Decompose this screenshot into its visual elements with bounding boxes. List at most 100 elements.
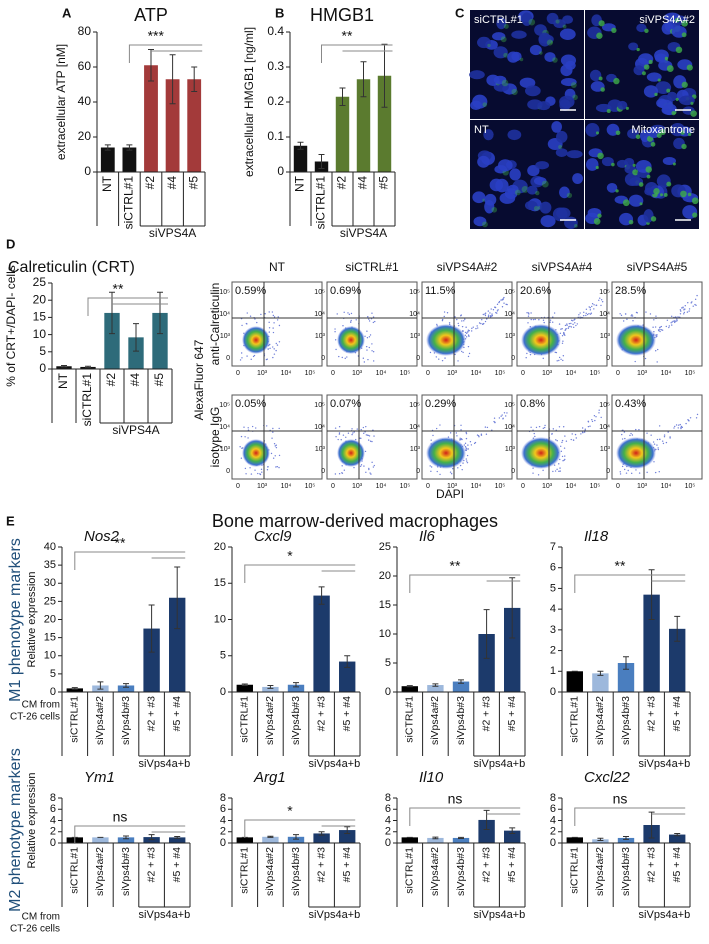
event-dot <box>556 468 558 471</box>
event-dot <box>272 346 274 348</box>
bar <box>617 663 635 692</box>
y-tick-label: 4 <box>385 814 391 826</box>
nucleus <box>538 32 552 47</box>
error-bar <box>174 836 181 839</box>
event-dot <box>352 432 354 434</box>
event-dot <box>239 359 242 361</box>
event-dot <box>244 467 247 470</box>
y-tick-label: 10 <box>379 628 391 640</box>
percentage: 28.5% <box>615 285 646 297</box>
event-dot <box>657 447 659 449</box>
event-dot <box>473 442 476 445</box>
event-dot <box>461 325 464 328</box>
stain <box>597 213 602 218</box>
flow-tick: 10⁴ <box>219 424 230 431</box>
event-dot <box>485 433 488 435</box>
event-dot <box>498 417 501 419</box>
event-dot <box>463 320 465 322</box>
density-cloud <box>521 437 561 469</box>
nucleus <box>624 158 635 167</box>
panel-letter: E <box>6 513 15 528</box>
bar <box>669 834 686 843</box>
micrograph-label: NT <box>474 124 489 136</box>
event-dot <box>506 412 508 414</box>
micrograph-label: siCTRL#1 <box>474 14 523 26</box>
event-dot <box>585 314 587 317</box>
significance: ** <box>115 535 126 551</box>
event-dot <box>674 321 676 323</box>
event-dot <box>591 302 594 305</box>
flow-tick: 0 <box>416 355 420 362</box>
event-dot <box>650 434 652 436</box>
event-dot <box>631 434 634 436</box>
percentage: 0.69% <box>330 285 361 297</box>
bar <box>313 595 330 692</box>
significance-bracket <box>244 819 356 838</box>
flow-tick: 10⁵ <box>495 483 506 490</box>
event-dot <box>593 304 595 306</box>
error-bar <box>123 835 129 840</box>
flow-tick: 10⁴ <box>566 483 577 490</box>
event-dot <box>353 466 355 469</box>
event-dot <box>630 315 632 317</box>
stain <box>611 162 615 167</box>
stain <box>675 97 679 101</box>
stain <box>622 199 630 207</box>
event-dot <box>436 323 438 326</box>
event-dot <box>659 330 661 333</box>
event-dot <box>275 446 278 449</box>
event-dot <box>371 343 373 345</box>
event-dot <box>267 466 269 468</box>
error-bar <box>267 684 274 689</box>
event-dot <box>558 470 560 473</box>
x-tick-label: siVps4a#2 <box>594 847 606 896</box>
x-tick-label: #2 + #3 <box>315 847 327 882</box>
nucleus <box>529 44 542 56</box>
event-dot <box>695 417 698 419</box>
event-dot <box>241 357 243 359</box>
event-dot <box>273 443 276 445</box>
event-dot <box>581 427 584 429</box>
event-dot <box>629 434 631 437</box>
event-dot <box>482 313 485 316</box>
event-dot <box>494 306 497 309</box>
event-dot <box>343 311 345 313</box>
nucleus <box>601 156 614 167</box>
x-tick-label: siCTRL#1 <box>569 696 581 743</box>
event-dot <box>471 327 473 330</box>
event-dot <box>573 326 575 329</box>
y-tick-label: 20 <box>33 292 47 306</box>
event-dot <box>570 438 572 441</box>
flow-plot <box>326 281 418 367</box>
event-dot <box>451 467 454 470</box>
chart-title: ATP <box>134 5 168 25</box>
event-dot <box>267 348 269 350</box>
event-dot <box>496 303 499 306</box>
stain <box>654 92 658 97</box>
group-label: siVps4a+b <box>139 758 191 770</box>
y-tick-label: 5 <box>550 582 556 594</box>
bar <box>169 837 186 843</box>
event-dot <box>490 308 492 310</box>
y-axis-label: Relative expression <box>26 773 38 869</box>
y-tick-label: 1 <box>550 665 556 677</box>
event-dot <box>549 319 552 321</box>
event-dot <box>272 356 274 359</box>
flow-tick: 10⁴ <box>314 424 325 431</box>
event-dot <box>465 336 468 338</box>
bar <box>143 628 160 692</box>
stain <box>672 162 676 166</box>
event-dot <box>489 315 492 317</box>
event-dot <box>268 331 270 333</box>
bar <box>104 312 120 369</box>
y-tick-label: 4 <box>50 814 56 826</box>
event-dot <box>680 310 682 312</box>
error-bar <box>318 586 325 605</box>
event-dot <box>599 297 601 299</box>
event-dot <box>241 447 243 450</box>
event-dot <box>364 335 366 337</box>
nucleus <box>473 216 487 227</box>
event-dot <box>341 465 343 467</box>
flow-tick: 10³ <box>447 370 458 377</box>
event-dot <box>654 471 657 474</box>
